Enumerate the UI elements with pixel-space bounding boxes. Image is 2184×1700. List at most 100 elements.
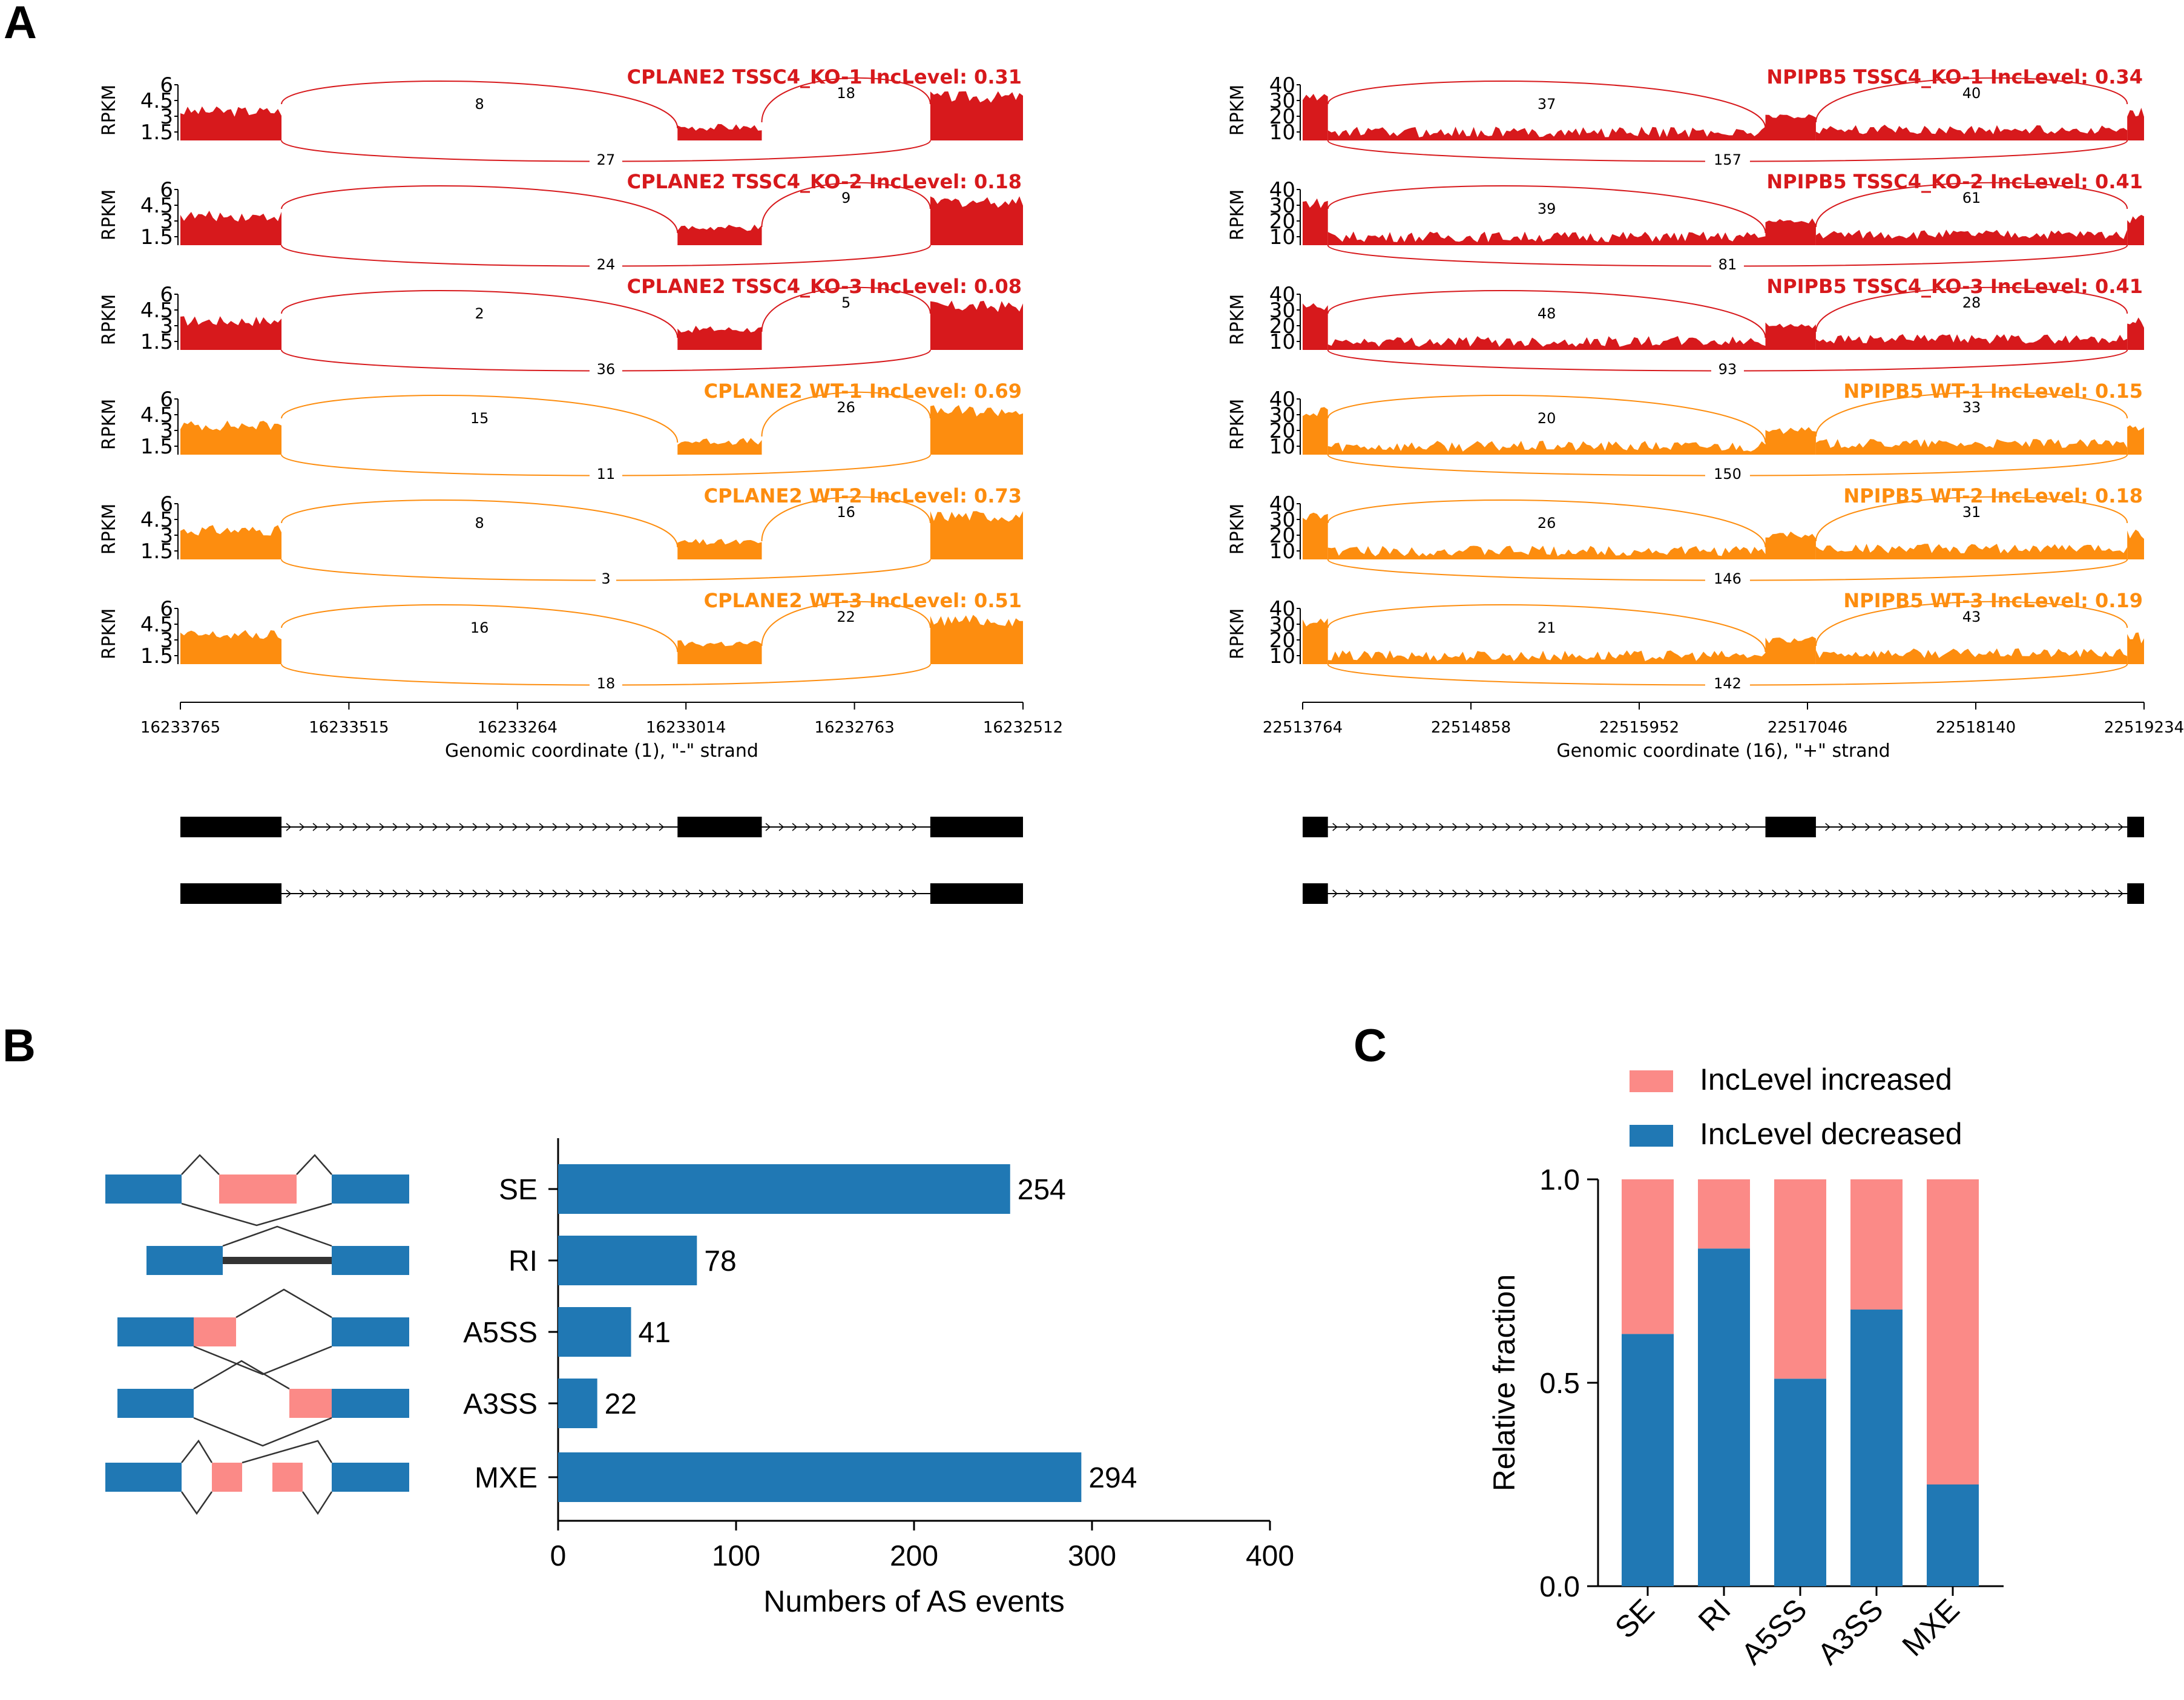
isoform-exon-1 — [1303, 883, 1328, 904]
junction-arc-downstream — [1815, 496, 2128, 542]
strand-chevron — [459, 823, 465, 831]
y-axis-label: RPKM — [99, 85, 120, 136]
category-label-a5ss: A5SS — [1735, 1592, 1814, 1671]
strand-chevron — [1465, 889, 1471, 898]
skipped-exon — [219, 1175, 297, 1204]
strand-chevron — [419, 889, 425, 898]
coverage-exon-2 — [677, 640, 762, 664]
strand-chevron — [446, 889, 452, 898]
junction-count-downstream: 43 — [1962, 608, 1981, 625]
coverage-exon-3 — [2127, 632, 2144, 664]
strand-chevron — [1692, 823, 1697, 831]
coverage-exon-2 — [1765, 218, 1816, 245]
category-label-ri: RI — [508, 1245, 538, 1277]
y-axis-label: RPKM — [99, 189, 120, 241]
upstream-exon — [105, 1463, 182, 1492]
y-axis-label: RPKM — [1227, 608, 1248, 660]
upstream-exon — [105, 1175, 182, 1204]
isoform-exon-1 — [180, 883, 282, 904]
strand-chevron — [872, 889, 878, 898]
y-tick-label: 6 — [160, 283, 173, 307]
junction-count-downstream-bg — [829, 398, 863, 416]
short-junction — [193, 1345, 332, 1375]
strand-chevron — [645, 823, 651, 831]
strand-chevron — [1825, 889, 1830, 898]
track-title: CPLANE2 TSSC4_KO-2 IncLevel: 0.18 — [627, 170, 1022, 193]
junction-arc-downstream — [1815, 182, 2128, 228]
track-title: NPIPB5 WT-2 IncLevel: 0.18 — [1843, 484, 2143, 507]
strand-chevron — [499, 823, 505, 831]
coverage-exon-3 — [2127, 108, 2144, 140]
junction-count-downstream: 31 — [1962, 504, 1981, 521]
downstream-exon — [332, 1317, 409, 1346]
strand-chevron — [1585, 889, 1591, 898]
strand-chevron — [1785, 889, 1791, 898]
y-tick-label: 6 — [160, 73, 173, 97]
junction-count-skipping-bg — [1711, 360, 1744, 378]
junction-count-upstream-bg — [469, 513, 490, 532]
junction-count-upstream: 26 — [1538, 515, 1556, 532]
junction-d — [301, 1491, 333, 1515]
y-tick-label: 3 — [160, 524, 173, 548]
strand-chevron — [659, 889, 665, 898]
category-label-a3ss: A3SS — [463, 1388, 538, 1420]
x-tick-label: 16232763 — [814, 719, 894, 737]
strand-chevron — [339, 823, 345, 831]
strand-chevron — [1625, 823, 1631, 831]
junction-count-upstream-bg — [1530, 199, 1564, 217]
strand-chevron — [1905, 823, 1910, 831]
strand-chevron — [2065, 889, 2070, 898]
coverage-exon-2 — [677, 225, 762, 245]
isoform-exon-2 — [677, 817, 762, 837]
strand-chevron — [472, 889, 478, 898]
strand-chevron — [1732, 823, 1737, 831]
y-tick-label: 3 — [160, 209, 173, 234]
junction-count-skipping: 24 — [597, 256, 616, 273]
y-tick-label: 20 — [1269, 419, 1295, 443]
strand-chevron — [832, 889, 838, 898]
coverage-exon-3 — [930, 196, 1023, 245]
strand-chevron — [1745, 823, 1751, 831]
coverage-intron-1 — [1327, 441, 1766, 455]
y-tick-label: 20 — [1269, 314, 1295, 338]
strand-chevron — [1399, 889, 1404, 898]
strand-chevron — [872, 823, 878, 831]
strand-chevron — [738, 889, 745, 898]
junction-arc-downstream — [761, 391, 931, 437]
isoform-exon-1 — [180, 817, 282, 837]
junction-count-downstream-bg — [829, 84, 863, 102]
downstream-exon — [332, 1246, 409, 1275]
coverage-exon-1 — [180, 211, 282, 245]
strand-chevron — [1399, 823, 1404, 831]
strand-chevron — [1705, 889, 1711, 898]
junction-count-downstream: 9 — [841, 189, 850, 206]
strand-chevron — [446, 823, 452, 831]
coverage-exon-3 — [2127, 214, 2144, 245]
junction-arc-upstream — [1327, 81, 1766, 129]
strand-chevron — [792, 889, 798, 898]
strand-chevron — [1519, 889, 1524, 898]
panel-label-c: C — [1353, 1020, 1387, 1072]
bar-a5ss — [558, 1307, 631, 1357]
value-label-se: 254 — [1018, 1174, 1066, 1206]
junction-count-downstream: 16 — [837, 504, 855, 521]
y-tick-label: 40 — [1269, 597, 1295, 621]
alternative-3ss-extension — [289, 1389, 332, 1418]
strand-chevron — [632, 889, 638, 898]
downstream-exon — [332, 1175, 409, 1204]
coverage-exon-2 — [677, 124, 762, 140]
strand-chevron — [605, 823, 611, 831]
strand-chevron — [1572, 823, 1577, 831]
junction-count-skipping: 93 — [1719, 361, 1737, 378]
y-tick-label: 1.5 — [140, 644, 173, 668]
strand-chevron — [2118, 823, 2123, 831]
strand-chevron — [912, 889, 918, 898]
strand-chevron — [1545, 823, 1551, 831]
junction-count-skipping: 18 — [597, 675, 616, 692]
y-tick-label: 3 — [160, 628, 173, 653]
y-axis-label: RPKM — [1227, 189, 1248, 241]
coverage-exon-1 — [1303, 303, 1328, 350]
junction-count-upstream: 16 — [470, 619, 489, 636]
x-axis-label: Genomic coordinate (1), "-" strand — [445, 740, 758, 762]
